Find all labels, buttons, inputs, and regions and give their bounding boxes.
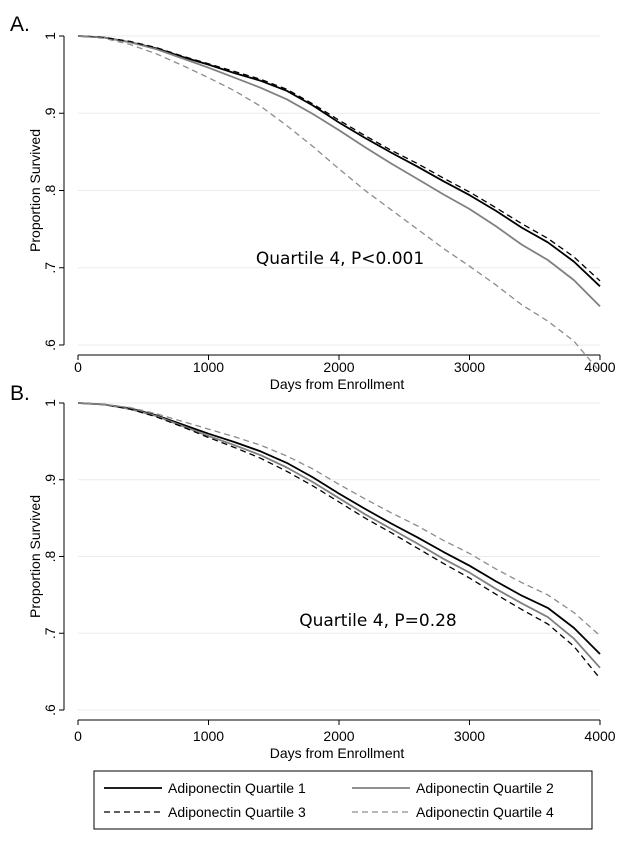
x-tick-label: 0 <box>74 359 82 375</box>
y-axis-title: Proportion Survived <box>27 129 43 252</box>
y-tick-label: .6 <box>42 339 58 351</box>
series-line-quartile-4 <box>77 402 601 637</box>
series-line-quartile-2 <box>77 402 601 669</box>
y-tick-label: .7 <box>42 262 58 274</box>
y-tick-label: .8 <box>42 550 58 562</box>
series-line-quartile-2 <box>77 35 601 308</box>
panel-a: A. .6 .7 .8 .9 1 0 1000 2000 3000 4000 Days from En… <box>10 13 616 392</box>
panel-b: B. .6 .7 .8 .9 1 0 1000 2000 3000 4000 Days from En… <box>10 382 616 761</box>
y-tick-label: .9 <box>42 474 58 486</box>
annotation-text: Quartile 4, P=0.28 <box>299 611 457 631</box>
legend: Adiponectin Quartile 1 Adiponectin Quarti… <box>93 770 593 830</box>
y-tick-label: 1 <box>42 32 58 40</box>
y-tick-label: .7 <box>42 627 58 639</box>
x-tick-label: 1000 <box>193 359 224 375</box>
legend-box <box>93 770 593 830</box>
annotation-text: Quartile 4, P<0.001 <box>256 249 424 269</box>
legend-label: Adiponectin Quartile 2 <box>416 780 554 796</box>
y-tick-label: .6 <box>42 704 58 716</box>
x-tick-label: 4000 <box>584 728 615 744</box>
y-axis-title: Proportion Survived <box>27 495 43 618</box>
x-tick-label: 3000 <box>454 728 485 744</box>
legend-label: Adiponectin Quartile 1 <box>168 780 306 796</box>
series-line-quartile-1 <box>77 402 601 655</box>
x-axis-title: Days from Enrollment <box>270 745 405 761</box>
x-tick-label: 0 <box>74 728 82 744</box>
series-line-quartile-4 <box>77 35 601 373</box>
y-tick-label: .8 <box>42 184 58 196</box>
x-tick-label: 1000 <box>193 728 224 744</box>
legend-label: Adiponectin Quartile 3 <box>168 804 306 820</box>
x-tick-label: 2000 <box>323 359 354 375</box>
panel-letter: B. <box>10 382 30 405</box>
panel-letter: A. <box>10 13 30 36</box>
series-line-quartile-3 <box>77 402 601 679</box>
y-tick-label: .9 <box>42 107 58 119</box>
x-tick-label: 2000 <box>323 728 354 744</box>
y-tick-label: 1 <box>42 399 58 407</box>
legend-label: Adiponectin Quartile 4 <box>416 804 554 820</box>
x-axis-title: Days from Enrollment <box>270 376 405 392</box>
x-tick-label: 3000 <box>454 359 485 375</box>
x-tick-label: 4000 <box>584 359 615 375</box>
series-line-quartile-1 <box>77 35 601 287</box>
